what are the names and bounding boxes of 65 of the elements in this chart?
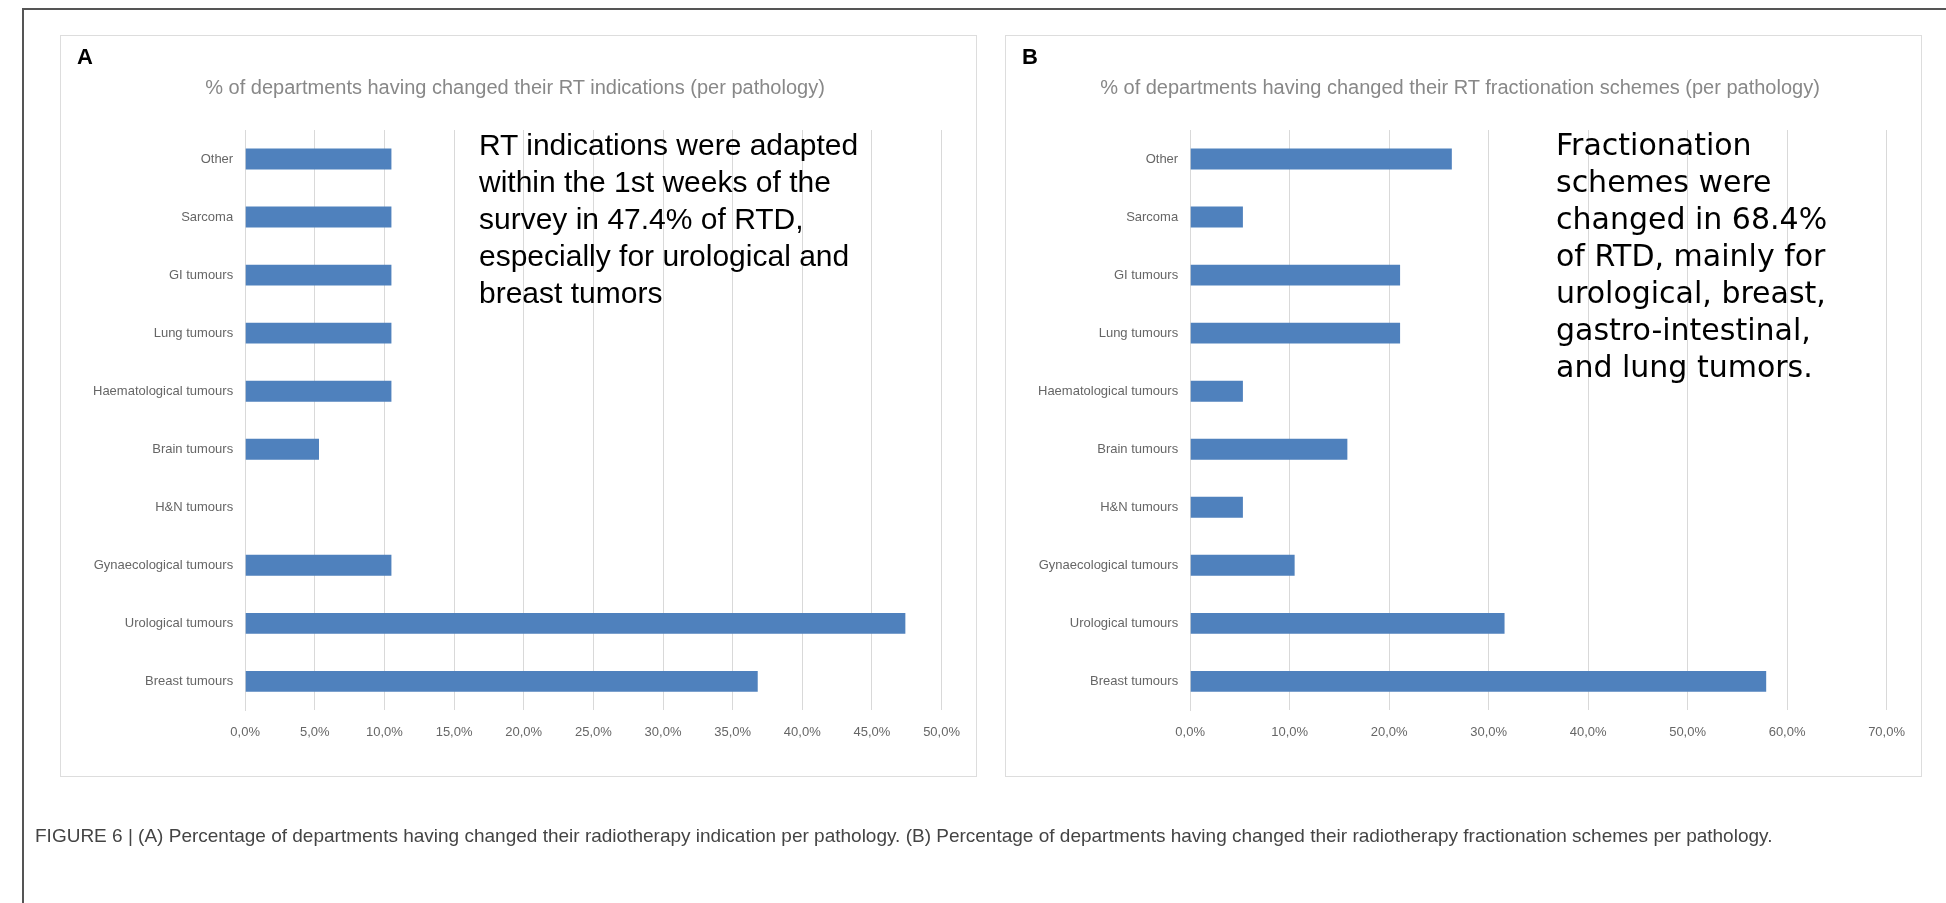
x-tick-label: 35,0%	[714, 723, 752, 739]
y-tick-label: Other	[1145, 150, 1179, 166]
x-tick-label: 20,0%	[1370, 723, 1409, 739]
x-tick-label: 25,0%	[574, 723, 613, 739]
bar	[1190, 206, 1243, 228]
y-tick-label: Lung tumours	[1098, 324, 1179, 340]
y-tick-label: Sarcoma	[181, 208, 234, 224]
x-tick-label: 50,0%	[1669, 723, 1707, 739]
x-tick-label: 50,0%	[923, 723, 961, 739]
y-tick-label: Gynaecological tumours	[1038, 556, 1179, 572]
bar	[1190, 438, 1348, 460]
bar	[245, 322, 392, 344]
y-tick-label: Breast tumours	[1090, 672, 1179, 688]
bar	[1190, 670, 1767, 692]
y-tick-label: Urological tumours	[124, 614, 234, 630]
x-tick-label: 30,0%	[644, 723, 682, 739]
bar	[245, 264, 392, 286]
bar	[245, 554, 392, 576]
bar	[1190, 322, 1401, 344]
y-tick-label: Breast tumours	[145, 672, 234, 688]
bar	[245, 670, 758, 692]
bar	[1190, 148, 1452, 170]
x-tick-label: 0,0%	[230, 723, 261, 739]
bar	[1190, 612, 1505, 634]
bar	[1190, 380, 1243, 402]
y-tick-label: Sarcoma	[1126, 208, 1179, 224]
text: B	[1022, 44, 1038, 70]
x-tick-label: 0,0%	[1175, 723, 1206, 739]
text: A	[77, 44, 93, 70]
y-tick-label: GI tumours	[1113, 266, 1179, 282]
annotation: Fractionation schemes were changed in 68.4% of RTD, mainly for urological, breast, gastro-intestinal, and lung tumors.	[1556, 126, 1829, 385]
bar	[245, 438, 319, 460]
x-tick-label: 40,0%	[1569, 723, 1607, 739]
bar	[245, 380, 392, 402]
x-tick-label: 15,0%	[435, 723, 473, 739]
y-tick-label: Urological tumours	[1069, 614, 1179, 630]
x-tick-label: 45,0%	[853, 723, 891, 739]
y-tick-label: Lung tumours	[153, 324, 234, 340]
y-tick-label: Other	[200, 150, 234, 166]
y-tick-label: Brain tumours	[1097, 440, 1179, 456]
x-tick-label: 40,0%	[783, 723, 822, 739]
bar	[245, 612, 906, 634]
chart-title: % of departments having changed their RT indications (per pathology)	[205, 75, 825, 98]
bar	[1190, 264, 1401, 286]
y-tick-label: Haematological tumours	[92, 382, 234, 398]
x-tick-label: 10,0%	[1271, 723, 1309, 739]
y-tick-label: GI tumours	[168, 266, 234, 282]
x-tick-label: 70,0%	[1868, 723, 1906, 739]
x-tick-label: 10,0%	[366, 723, 404, 739]
chart-title: % of departments having changed their RT fractionation schemes (per pathology)	[1100, 75, 1820, 98]
bar	[1190, 554, 1295, 576]
bar	[1190, 496, 1243, 518]
annotation: RT indications were adapted within the 1st weeks of the survey in 47.4% of RTD, especially for urological and breast tumors	[479, 127, 860, 311]
y-tick-label: Brain tumours	[152, 440, 234, 456]
x-tick-label: 30,0%	[1470, 723, 1508, 739]
y-tick-label: Gynaecological tumours	[93, 556, 234, 572]
bar	[245, 148, 392, 170]
y-tick-label: H&N tumours	[1100, 498, 1179, 514]
x-tick-label: 20,0%	[505, 723, 543, 739]
bar	[245, 206, 392, 228]
caption: FIGURE 6 | (A) Percentage of departments having changed their radiotherapy indication per pathology. (B) Percentage of departments having changed their radiotherapy fractionation schemes per pathology.	[35, 824, 1774, 848]
x-tick-label: 5,0%	[299, 723, 331, 739]
x-tick-label: 60,0%	[1768, 723, 1806, 739]
y-tick-label: Haematological tumours	[1037, 382, 1179, 398]
y-tick-label: H&N tumours	[155, 498, 234, 514]
